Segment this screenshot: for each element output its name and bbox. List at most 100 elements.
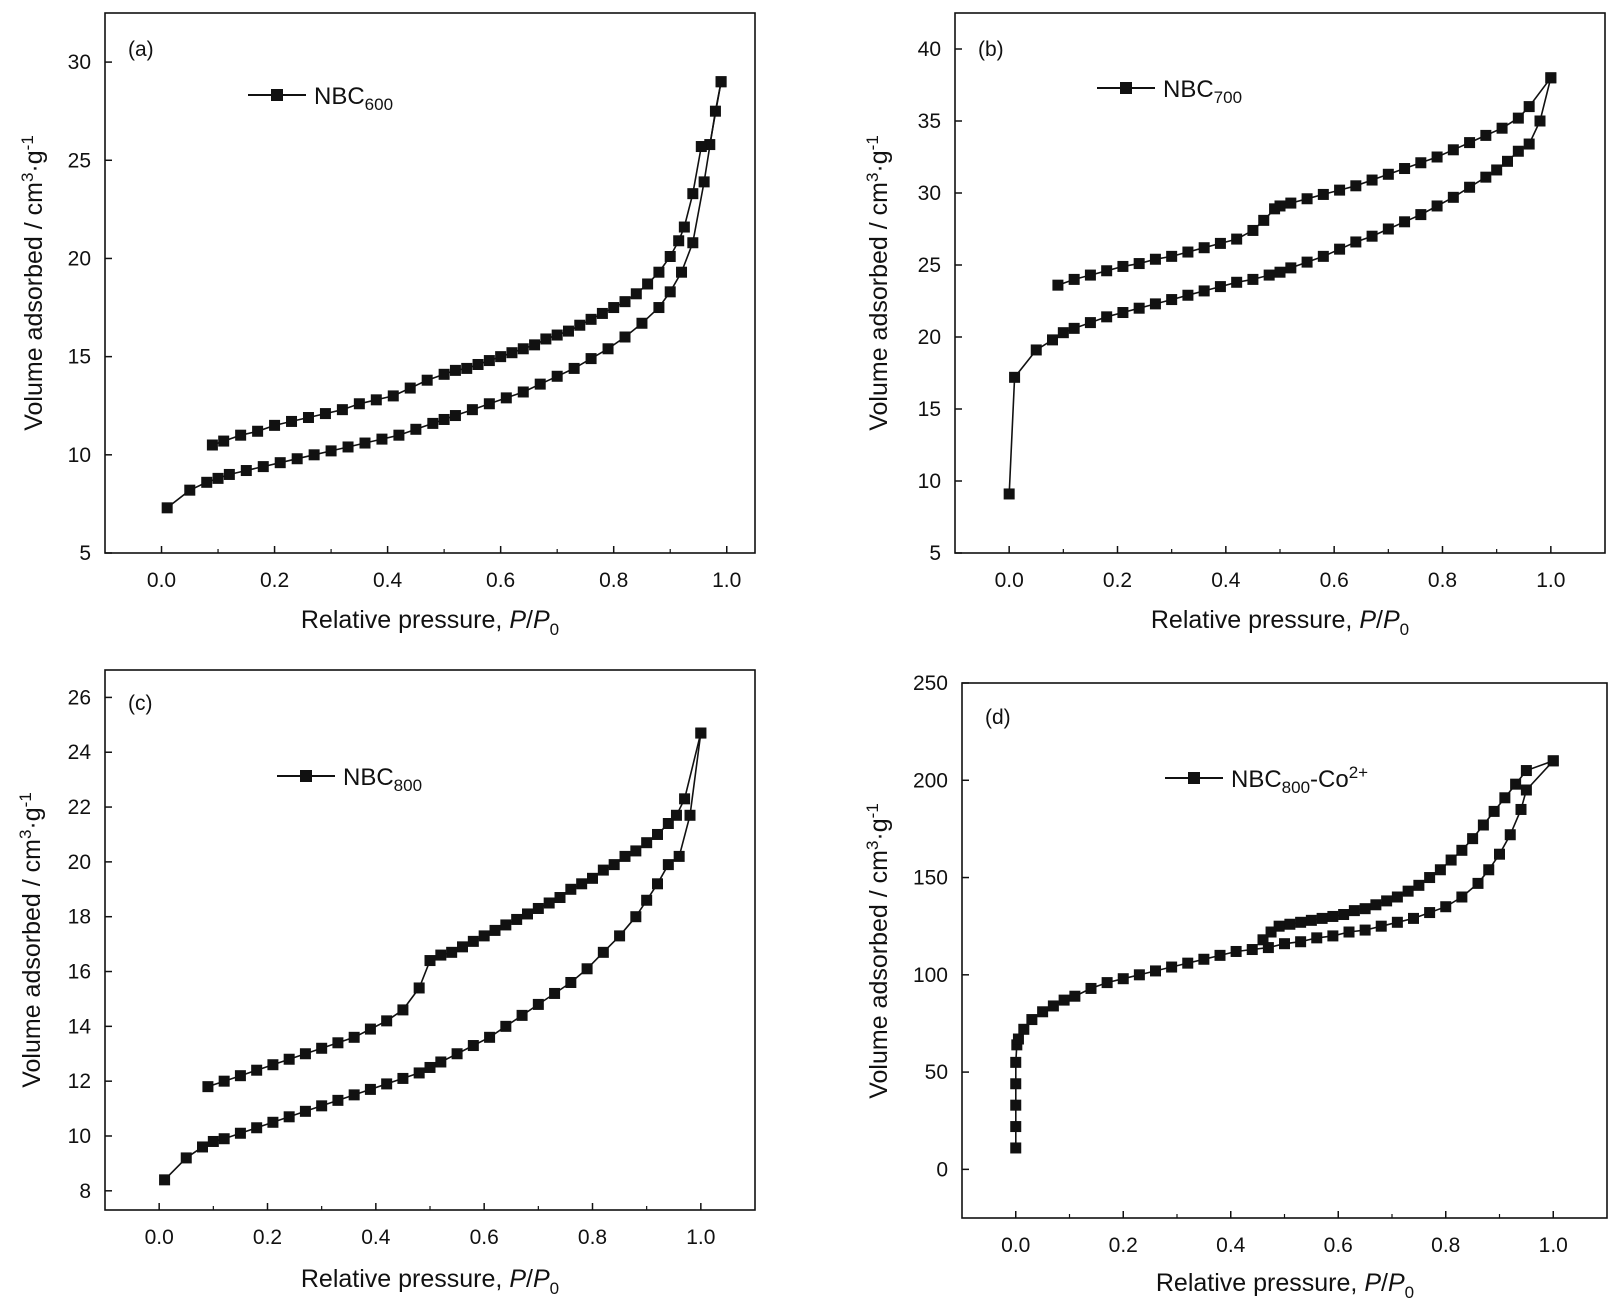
x-tick-label: 0.4	[1211, 569, 1241, 592]
desorption-point	[424, 955, 436, 967]
y-axis-label-pre-c: Volume adsorbed / cm	[18, 839, 46, 1088]
y-tick-label: 15	[918, 398, 941, 421]
y-tick-label: 30	[68, 51, 91, 74]
desorption-point	[206, 439, 218, 451]
adsorption-point	[1085, 982, 1097, 994]
adsorption-point	[451, 1048, 463, 1060]
desorption-point	[1231, 233, 1243, 245]
x-axis-label-p0-b: P	[1383, 606, 1400, 634]
desorption-point	[234, 1070, 246, 1082]
y-ticks-b: 5 10 15 20 25 30 35 40	[918, 38, 962, 565]
legend-a: NBC600	[248, 83, 393, 114]
desorption-point	[1265, 926, 1277, 938]
x-tick-label: 0.6	[1320, 569, 1349, 592]
adsorption-point	[698, 176, 710, 188]
adsorption-point	[223, 468, 235, 480]
desorption-point	[438, 368, 450, 380]
adsorption-point	[549, 987, 561, 999]
legend-suffix-d: -Co	[1310, 766, 1349, 793]
adsorption-point	[500, 1020, 512, 1032]
adsorption-point	[1133, 302, 1145, 314]
x-axis-label-sub-d: 0	[1405, 1283, 1414, 1302]
y-tick-label: 5	[79, 542, 91, 565]
desorption-point	[1391, 891, 1403, 903]
desorption-point	[1284, 918, 1296, 930]
x-tick-label: 0.8	[578, 1226, 607, 1249]
adsorption-point	[1068, 322, 1080, 334]
desorption-point	[457, 941, 468, 953]
desorption-point	[619, 850, 631, 862]
y-tick-label: 10	[68, 1125, 91, 1148]
desorption-point	[1512, 112, 1524, 124]
adsorption-point	[1520, 784, 1532, 796]
desorption-point	[387, 390, 399, 402]
desorption-point	[1366, 174, 1378, 186]
panel-label-b: (b)	[978, 38, 1004, 61]
panel-c: (c) NBC800 0.0 0.2 0.4 0.6 0.8 1.0 8 10 12 14 16 1…	[16, 669, 756, 1298]
desorption-point	[1381, 895, 1393, 907]
desorption-line	[212, 81, 722, 446]
y-axis-label-sup3-b: 3	[863, 173, 882, 182]
x-tick-label: 0.2	[1103, 569, 1132, 592]
x-axis-label-slash-d: /	[1381, 1269, 1388, 1297]
adsorption-point	[1504, 829, 1516, 841]
plot-area-c	[159, 727, 707, 1186]
legend-text-b: NBC700	[1163, 76, 1242, 107]
y-axis-label-supm1-c: -1	[16, 792, 35, 807]
adsorption-point	[1523, 138, 1535, 150]
y-ticks-d: 0 50 100 150 200 250	[913, 672, 969, 1181]
adsorption-point	[1534, 115, 1546, 127]
x-tick-label: 1.0	[712, 569, 741, 592]
x-axis-label-a: Relative pressure, P/P0	[301, 606, 559, 639]
adsorption-point	[449, 410, 461, 422]
desorption-line	[1057, 77, 1552, 286]
adsorption-point	[1166, 294, 1178, 306]
y-axis-label-sup3-c: 3	[16, 830, 35, 839]
adsorption-point	[534, 378, 546, 390]
x-axis-label-p0-a: P	[533, 606, 550, 634]
adsorption-point	[673, 850, 685, 862]
plot-area-b	[1003, 72, 1557, 500]
adsorption-point	[532, 998, 544, 1010]
desorption-point	[1370, 899, 1382, 911]
desorption-line	[207, 732, 702, 1088]
adsorption-point	[1375, 920, 1387, 932]
legend-text-d: NBC800-Co2+	[1231, 763, 1368, 797]
y-tick-label: 10	[68, 444, 91, 467]
adsorption-point	[1133, 969, 1145, 981]
adsorption-point	[664, 286, 676, 298]
desorption-point	[202, 1081, 214, 1093]
adsorption-point	[1263, 269, 1275, 281]
desorption-point	[679, 793, 691, 805]
x-axis-label-p0-c: P	[533, 1265, 550, 1293]
desorption-point	[286, 415, 298, 427]
adsorption-point	[1018, 1023, 1030, 1035]
y-tick-label: 5	[929, 542, 941, 565]
adsorption-point	[662, 859, 674, 871]
desorption-point	[269, 419, 281, 431]
desorption-point	[1382, 168, 1394, 180]
adsorption-point	[1431, 200, 1443, 212]
x-tick-label: 0.2	[260, 569, 289, 592]
adsorption-point	[684, 809, 696, 821]
adsorption-point	[316, 1100, 328, 1112]
adsorption-point	[516, 1009, 528, 1021]
y-ticks-a: 5 10 15 20 25 30	[68, 51, 112, 565]
y-tick-label: 22	[68, 796, 91, 819]
desorption-point	[1182, 246, 1194, 258]
plot-frame-a	[104, 12, 756, 554]
desorption-point	[218, 435, 230, 447]
adsorption-point	[641, 894, 653, 906]
y-axis-label-b: Volume adsorbed / cm3·g-1	[863, 135, 893, 431]
adsorption-point	[1101, 311, 1113, 323]
adsorption-point	[180, 1152, 192, 1164]
adsorption-point	[1483, 864, 1495, 876]
adsorption-point	[636, 317, 648, 329]
adsorption-point	[630, 911, 642, 923]
x-tick-label: 0.8	[1428, 569, 1457, 592]
x-axis-label-slash-a: /	[526, 606, 533, 634]
desorption-point	[336, 404, 348, 416]
legend-sub-c: 800	[394, 776, 422, 795]
adsorption-point	[1198, 285, 1210, 297]
adsorption-point	[410, 423, 422, 435]
